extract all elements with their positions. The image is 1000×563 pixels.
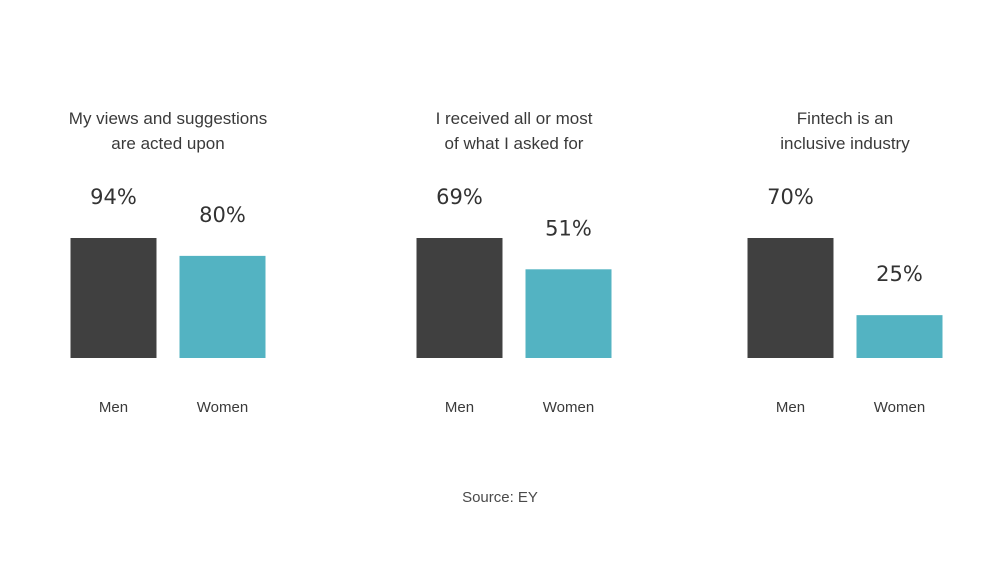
category-label: Men [99,399,128,416]
chart-title-line: of what I asked for [445,134,584,153]
bar-women [856,315,943,358]
category-label: Men [445,399,474,416]
chart-title-line: My views and suggestions [69,109,267,128]
chart-title-line: I received all or most [436,109,593,128]
bar-women [525,269,612,358]
category-label: Women [197,399,248,416]
data-label: 94% [90,185,137,209]
data-label: 70% [767,185,814,209]
source-note: Source: EY [462,489,538,506]
chart-title-line: are acted upon [111,134,224,153]
chart-title-line: Fintech is an [797,109,893,128]
category-label: Women [874,399,925,416]
chart-panel-3: Fintech is an inclusive industry 70% Men 25%… [747,109,943,416]
bar-women [179,255,266,358]
category-label: Women [543,399,594,416]
data-label: 51% [545,216,592,240]
bar-men [747,238,834,358]
bar-men [70,238,157,358]
data-label: 25% [876,262,923,286]
category-label: Men [776,399,805,416]
chart-panel-1: My views and suggestions are acted upon 94… [69,109,267,416]
chart-title-line: inclusive industry [780,134,910,153]
chart-panel-2: I received all or most of what I asked fo… [416,109,612,416]
bar-men [416,238,503,358]
data-label: 80% [199,203,246,227]
data-label: 69% [436,185,483,209]
